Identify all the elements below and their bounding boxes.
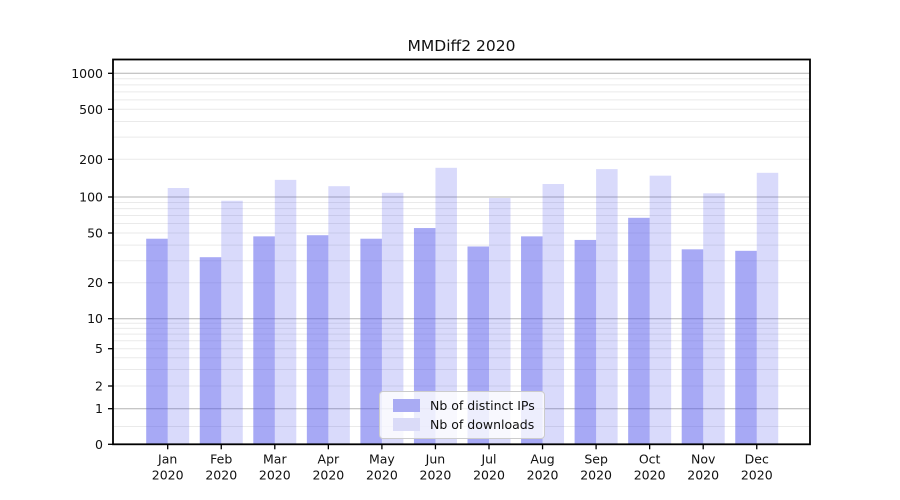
x-tick-label-month-nov: Nov	[691, 451, 716, 466]
bar-distinct-ips-apr	[306, 235, 329, 445]
x-tick-label-year-jan: 2020	[152, 467, 184, 482]
bar-downloads-dec	[756, 172, 779, 445]
legend: Nb of distinct IPs Nb of downloads	[379, 391, 545, 439]
legend-item-distinct-ips: Nb of distinct IPs	[387, 398, 536, 413]
bar-downloads-feb	[221, 200, 243, 445]
plot-border	[112, 58, 811, 446]
bar-downloads-oct	[649, 175, 672, 445]
x-tick-label-year-oct: 2020	[634, 467, 666, 482]
bar-distinct-ips-sep	[574, 239, 597, 445]
x-tick-label-year-aug: 2020	[527, 467, 559, 482]
y-tick-label-20: 20	[87, 275, 103, 290]
x-tick-label-month-jul: Jul	[480, 451, 496, 466]
x-tick-label-year-feb: 2020	[205, 467, 237, 482]
bar-downloads-jun	[435, 167, 457, 445]
x-tick-label-month-oct: Oct	[639, 451, 661, 466]
y-tick-label-500: 500	[79, 102, 103, 117]
bar-downloads-mar	[274, 179, 297, 445]
x-tick-label-year-jun: 2020	[420, 467, 452, 482]
y-tick-label-5: 5	[95, 341, 103, 356]
x-tick-label-month-dec: Dec	[745, 451, 769, 466]
x-tick-label-month-feb: Feb	[210, 451, 232, 466]
bar-downloads-sep	[596, 169, 618, 445]
x-tick-label-month-jun: Jun	[425, 451, 446, 466]
bar-distinct-ips-may	[360, 238, 382, 445]
x-tick-label-year-nov: 2020	[687, 467, 719, 482]
legend-swatch-downloads-icon	[393, 418, 420, 431]
legend-item-downloads: Nb of downloads	[387, 417, 536, 432]
y-tick-label-1: 1	[95, 401, 103, 416]
legend-label-downloads: Nb of downloads	[430, 417, 535, 432]
bar-downloads-jul	[489, 198, 511, 445]
x-tick-label-year-dec: 2020	[741, 467, 773, 482]
bar-downloads-aug	[542, 183, 565, 445]
x-tick-label-month-sep: Sep	[584, 451, 608, 466]
y-tick-label-0: 0	[95, 437, 103, 452]
x-tick-label-month-jan: Jan	[157, 451, 177, 466]
bar-distinct-ips-feb	[199, 257, 222, 445]
y-tick-label-100: 100	[79, 190, 103, 205]
bar-distinct-ips-nov	[681, 249, 704, 445]
x-tick-label-year-jul: 2020	[473, 467, 505, 482]
legend-label-distinct-ips: Nb of distinct IPs	[430, 398, 535, 413]
bar-downloads-jan	[167, 187, 190, 445]
bar-distinct-ips-mar	[253, 236, 275, 445]
bar-downloads-may	[381, 192, 404, 445]
y-tick-label-200: 200	[79, 152, 103, 167]
bar-downloads-nov	[703, 193, 725, 445]
y-tick-label-1000: 1000	[71, 66, 103, 81]
y-tick-label-10: 10	[87, 311, 103, 326]
chart-title: MMDiff2 2020	[407, 37, 516, 55]
x-tick-label-year-mar: 2020	[259, 467, 291, 482]
x-tick-label-month-apr: Apr	[318, 451, 340, 466]
x-tick-label-year-may: 2020	[366, 467, 398, 482]
x-tick-label-month-mar: Mar	[263, 451, 287, 466]
x-tick-label-year-apr: 2020	[312, 467, 344, 482]
y-tick-label-50: 50	[87, 226, 103, 241]
bar-distinct-ips-dec	[735, 250, 757, 445]
bar-distinct-ips-jun	[413, 228, 436, 445]
bar-downloads-apr	[328, 186, 350, 445]
x-tick-label-year-sep: 2020	[580, 467, 612, 482]
x-tick-label-month-aug: Aug	[530, 451, 554, 466]
y-tick-label-2: 2	[95, 379, 103, 394]
x-tick-label-month-may: May	[369, 451, 395, 466]
bar-distinct-ips-oct	[628, 217, 650, 445]
legend-swatch-distinct-ips-icon	[393, 399, 420, 412]
bar-distinct-ips-jan	[146, 238, 168, 445]
